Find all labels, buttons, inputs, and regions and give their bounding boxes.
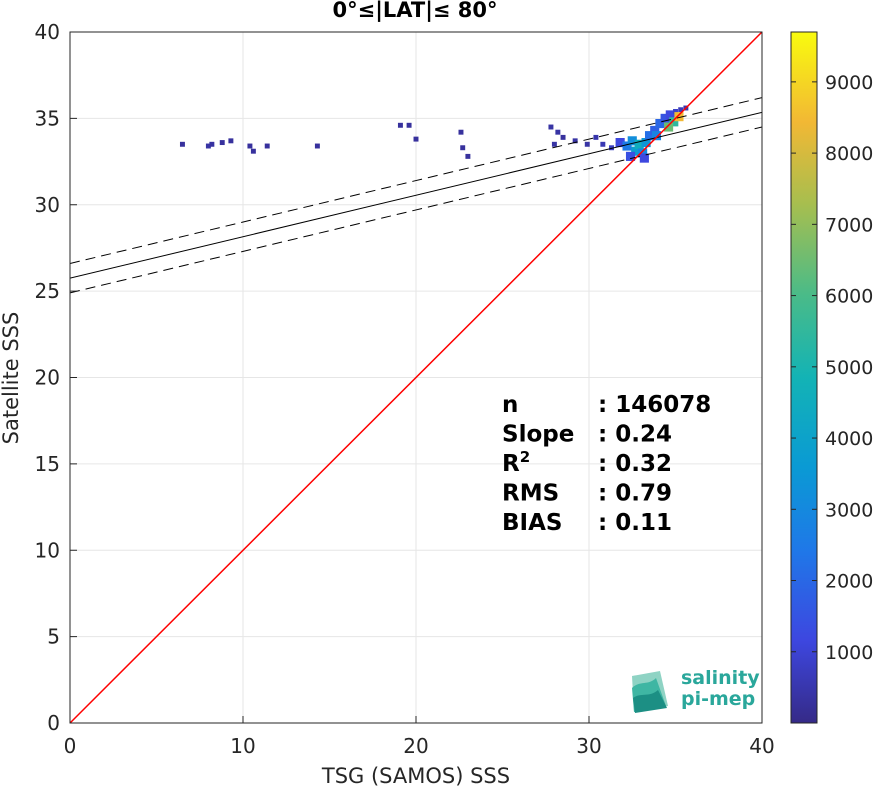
x-tick-label: 40 [749,734,774,758]
density-cell [678,107,684,113]
density-cell [228,138,234,144]
density-cell [250,148,256,154]
colorbar-tick-label: 3000 [825,499,873,521]
density-cell [634,139,644,149]
x-axis-ticks: 0 10 20 30 40 [64,716,775,758]
stat-value: : 0.79 [598,481,672,507]
density-cell [650,125,660,136]
density-cell [627,136,637,146]
density-cell [209,141,215,147]
density-cell [397,122,403,128]
density-cell [314,143,320,149]
density-cell [264,143,270,149]
density-cell [179,141,185,147]
chart-title: 0°≤|LAT|≤ 80° [332,0,497,23]
density-cell [247,143,253,149]
density-cell [458,129,464,135]
stat-value: : 0.24 [598,422,672,448]
density-cell [644,131,655,141]
y-tick-label: 15 [35,452,60,476]
x-tick-label: 0 [64,734,77,758]
colorbar-tick-label: 5000 [825,357,873,379]
density-cells [179,105,689,163]
colorbar-tick-label: 1000 [825,642,873,664]
stat-label: Slope [502,422,574,448]
stat-value: : 146078 [598,392,711,418]
density-cell [674,112,684,122]
density-cell [609,145,614,151]
density-cell [413,136,419,142]
colorbar-tick-label: 4000 [825,428,873,450]
y-axis-ticks: 0 5 10 15 20 25 30 35 40 [35,20,77,735]
x-tick-label: 10 [230,734,255,758]
density-cell [219,140,225,146]
colorbar [790,31,818,724]
density-cell [631,146,641,156]
regression-lines [70,97,762,294]
stat-value: : 0.11 [598,510,672,536]
stat-value: : 0.32 [598,451,672,477]
density-cell [641,137,651,148]
y-tick-label: 10 [35,538,60,562]
colorbar-ticks: 1000 2000 3000 4000 5000 6000 7000 8000 9000 [791,72,873,664]
colorbar-tick-label: 9000 [825,72,873,94]
y-tick-label: 5 [47,625,60,649]
colorbar-tick-label: 6000 [825,286,873,308]
density-cell [572,138,578,144]
density-cell [669,117,679,127]
density-cell [584,141,590,147]
density-cell [205,143,211,149]
logo-text-pi-mep: pi-mep [681,688,755,710]
x-tick-label: 30 [576,734,601,758]
density-cell [639,153,649,163]
density-cell [560,134,566,140]
stat-label: RMS [502,481,559,507]
regression-confidence-line [70,97,762,264]
density-cell [660,113,670,123]
one-to-one-line-path [70,32,762,723]
density-cell [622,141,632,151]
density-cell [673,108,678,114]
y-axis-label: Satellite SSS [0,312,23,445]
density-cell [460,145,466,151]
density-cell [465,153,471,159]
stat-label: BIAS [502,510,562,536]
x-axis-label: TSG (SAMOS) SSS [321,764,510,788]
density-cell [651,131,662,141]
regression-fit-line [70,111,762,279]
density-cell [638,148,648,158]
y-tick-label: 40 [35,20,60,44]
density-cell [600,141,606,147]
density-cell [555,129,561,135]
density-cell [665,110,675,120]
density-cell [548,124,554,130]
logo-text-salinity: salinity [681,667,760,689]
y-tick-label: 35 [35,106,60,130]
colorbar-tick-label: 7000 [825,214,873,236]
density-cell [655,118,665,129]
y-tick-label: 0 [47,711,60,735]
stat-label: n [502,392,518,418]
x-tick-label: 20 [403,734,428,758]
density-cell [593,134,599,140]
density-cell [615,137,625,148]
colorbar-tick-label: 2000 [825,571,873,593]
density-cell [551,141,557,147]
density-cell [664,122,674,132]
y-tick-label: 20 [35,366,60,390]
regression-confidence-line [70,126,762,294]
colorbar-tick-label: 8000 [825,143,873,165]
y-tick-label: 25 [35,279,60,303]
one-to-one-line [70,32,762,723]
density-cell [625,151,636,161]
density-cell [406,122,412,128]
y-tick-label: 30 [35,193,60,217]
salinity-pi-mep-logo: salinity pi-mep [632,667,760,713]
